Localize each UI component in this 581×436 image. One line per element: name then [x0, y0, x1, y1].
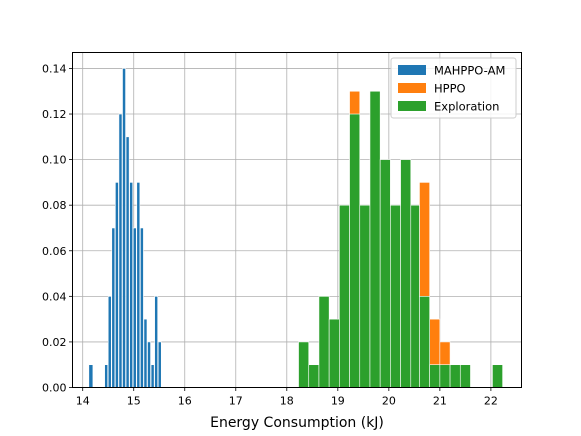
series-exploration	[299, 91, 503, 387]
y-tick-label: 0.12	[42, 108, 67, 121]
y-tick-label: 0.06	[42, 245, 67, 258]
histogram-bar	[450, 365, 460, 388]
x-tick-label: 17	[229, 395, 243, 408]
y-tick-label: 0.02	[42, 336, 67, 349]
histogram-bar	[339, 205, 349, 387]
x-tick-label: 19	[331, 395, 345, 408]
series-mahppo-am	[89, 68, 161, 387]
legend-swatch	[398, 83, 426, 93]
y-tick-label: 0.04	[42, 290, 67, 303]
histogram-bar	[137, 182, 140, 387]
histogram-bar	[390, 205, 400, 387]
x-tick-label: 16	[178, 395, 192, 408]
legend-label: HPPO	[434, 82, 466, 96]
histogram-bar	[380, 160, 390, 388]
x-tick-label: 15	[127, 395, 141, 408]
histogram-bar	[155, 296, 158, 387]
legend-swatch	[398, 101, 426, 111]
legend: MAHPPO-AM HPPO Exploration	[391, 58, 516, 118]
histogram-bar	[401, 160, 411, 388]
x-tick-label: 20	[382, 395, 396, 408]
histogram-bar	[370, 91, 380, 387]
histogram-bar	[133, 228, 136, 388]
histogram-bar	[309, 365, 319, 388]
y-tick-label: 0.14	[42, 62, 67, 75]
histogram-bar	[119, 114, 122, 387]
y-tick-label: 0.08	[42, 199, 67, 212]
histogram-bar	[350, 114, 360, 387]
legend-label: MAHPPO-AM	[434, 64, 505, 78]
histogram-bar	[148, 342, 151, 388]
histogram-bar	[158, 342, 161, 388]
histogram-bar	[112, 228, 115, 388]
histogram-bar	[140, 228, 143, 388]
y-tick-label: 0.10	[42, 154, 67, 167]
x-tick-label: 18	[280, 395, 294, 408]
histogram-bar	[419, 296, 429, 387]
x-tick-label: 22	[484, 395, 498, 408]
histogram-bar	[130, 182, 133, 387]
histogram-bar	[105, 365, 108, 388]
histogram-bar	[89, 365, 93, 388]
histogram-bar	[151, 365, 154, 388]
histogram-bar	[440, 365, 450, 388]
x-axis-title: Energy Consumption (kJ)	[210, 415, 384, 431]
histogram-bar	[492, 365, 502, 388]
histogram-bar	[144, 319, 147, 387]
histogram-bar	[460, 365, 470, 388]
x-tick-label: 21	[433, 395, 447, 408]
histogram-bar	[115, 182, 118, 387]
histogram-bar	[430, 365, 440, 388]
histogram-bar	[411, 205, 420, 387]
histogram-bar	[126, 137, 129, 388]
histogram-bar	[123, 68, 126, 387]
x-tick-label: 14	[76, 395, 90, 408]
legend-label: Exploration	[434, 100, 499, 114]
histogram-bar	[319, 296, 329, 387]
histogram-bar	[360, 205, 370, 387]
histogram-bar	[108, 296, 111, 387]
y-tick-label: 0.00	[42, 382, 67, 395]
histogram-bar	[329, 319, 339, 387]
legend-swatch	[398, 65, 426, 75]
histogram-bar	[299, 342, 309, 388]
